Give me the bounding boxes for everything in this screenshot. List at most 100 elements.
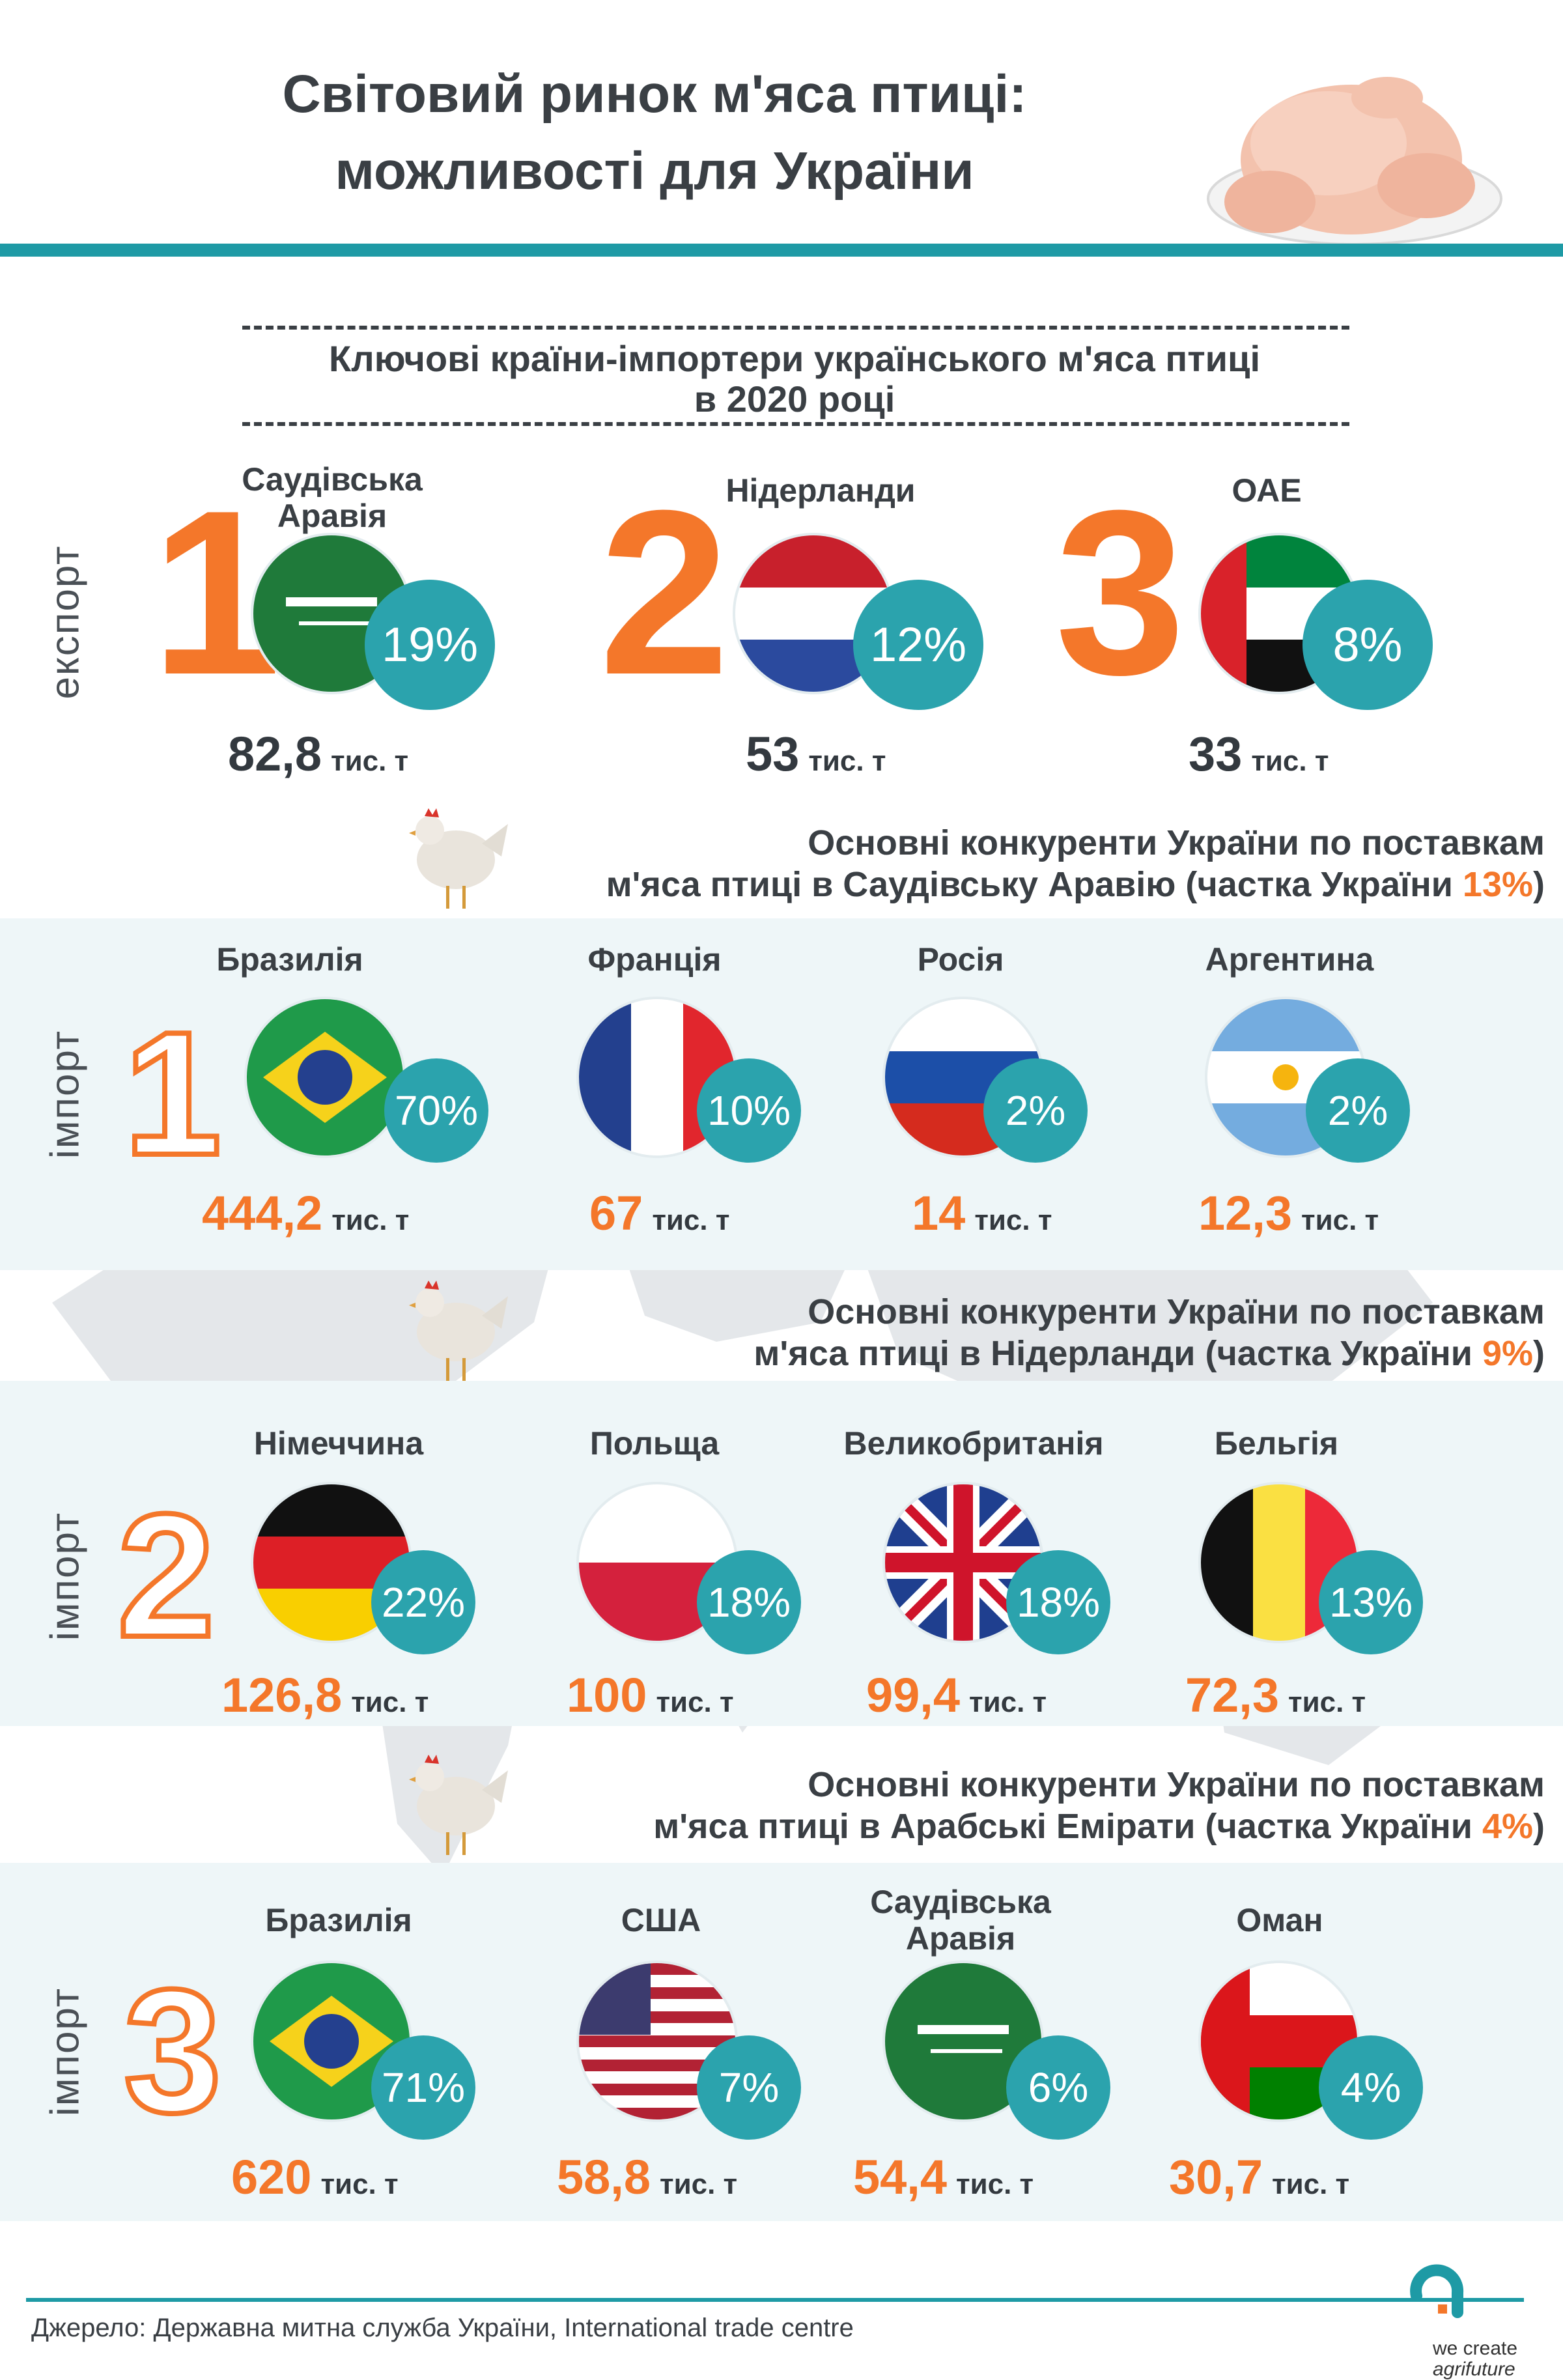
title-line-2: можливості для України [335, 141, 974, 201]
export-subtitle-line-1: Ключові країни-імпортери українського м'… [328, 338, 1261, 379]
hen-icon [404, 1744, 514, 1862]
import-2-share-badge-2: 18% [697, 1550, 801, 1654]
import-3-volume-1-unit: тис. т [320, 2168, 399, 2200]
import-3-volume-1: 620 тис. т [231, 2149, 399, 2205]
usa-flag-icon [576, 1961, 738, 2122]
header-divider [0, 244, 1563, 257]
import-2-volume-4-unit: тис. т [1288, 1686, 1366, 1718]
import-1-heading: Основні конкуренти України по поставкам … [568, 822, 1545, 905]
import-2-share-badge-3: 18% [1006, 1550, 1110, 1654]
export-volume-3: 33 тис. т [1189, 726, 1329, 782]
import-2-heading-line-1: Основні конкуренти України по поставкам [808, 1292, 1545, 1331]
footer-divider [26, 2298, 1524, 2302]
import-3-heading: Основні конкуренти України по поставкам … [568, 1764, 1545, 1847]
export-share-badge-3: 8% [1302, 580, 1433, 710]
import-3-number: 3 [121, 1953, 224, 2149]
title-line-1: Світовий ринок м'яса птиці: [282, 64, 1027, 124]
import-2-share-badge-1: 22% [371, 1550, 475, 1654]
export-country-name-1-line-1: Саудівська [242, 461, 423, 498]
export-volume-1-value: 82,8 [228, 727, 322, 781]
import-3-heading-line-1: Основні конкуренти України по поставкам [808, 1765, 1545, 1804]
import-1-volume-1-unit: тис. т [331, 1204, 410, 1236]
import-2-volume-2-value: 100 [567, 1668, 647, 1722]
import-3-country-name-3-line-1: Саудівська [870, 1884, 1051, 1920]
import-1-country-name-1: Бразилія [216, 941, 363, 978]
import-1-heading-share: 13% [1462, 865, 1534, 904]
import-2-country-name-1: Німеччина [253, 1425, 424, 1462]
import-3-share-badge-4: 4% [1319, 2035, 1423, 2140]
import-3-heading-line-2: м'яса птиці в Арабські Емірати (частка У… [568, 1806, 1545, 1847]
import-3-volume-2-value: 58,8 [557, 2150, 651, 2204]
import-1-volume-3-unit: тис. т [974, 1204, 1052, 1236]
import-2-country-name-4: Бельгія [1214, 1425, 1339, 1462]
import-3-country-name-1: Бразилія [265, 1902, 412, 1938]
import-3-country-name-3: Саудівська Аравія [811, 1884, 1110, 1957]
export-country-name-2-line-1: Нідерланди [725, 472, 916, 509]
import-1-volume-3: 14 тис. т [912, 1185, 1052, 1241]
import-3-share-badge-2: 7% [697, 2035, 801, 2140]
raw-chicken-image [1192, 46, 1504, 267]
import-1-country-name-3: Росія [917, 941, 1004, 978]
import-1-share-badge-1: 70% [384, 1058, 488, 1163]
import-2-country-name-2: Польща [589, 1425, 720, 1462]
import-2-volume-1-value: 126,8 [221, 1668, 343, 1722]
import-1-volume-1: 444,2 тис. т [202, 1185, 409, 1241]
export-country-name-3-line-1: ОАЕ [1232, 472, 1302, 509]
brand-logo [1407, 2247, 1465, 2325]
import-1-volume-4: 12,3 тис. т [1198, 1185, 1379, 1241]
brand-tagline-line-2: agrifuture [1433, 2359, 1515, 2380]
import-3-volume-2-unit: тис. т [660, 2168, 738, 2200]
export-share-badge-1: 19% [365, 580, 495, 710]
import-2-country-name-3: Великобританія [843, 1425, 1104, 1462]
export-subtitle: Ключові країни-імпортери українського м'… [195, 339, 1394, 419]
import-3-volume-1-value: 620 [231, 2150, 312, 2204]
import-1-number: 1 [121, 996, 224, 1192]
import-3-volume-3-value: 54,4 [853, 2150, 948, 2204]
export-volume-2: 53 тис. т [746, 726, 886, 782]
import-1-heading-line-2: м'яса птиці в Саудівську Аравію (частка … [568, 864, 1545, 905]
export-share-badge-2: 12% [853, 580, 983, 710]
export-volume-3-value: 33 [1189, 727, 1243, 781]
import-1-volume-4-value: 12,3 [1198, 1186, 1293, 1240]
import-1-heading-line-1: Основні конкуренти України по поставкам [808, 823, 1545, 862]
import-3-share-badge-1: 71% [371, 2035, 475, 2140]
import-2-volume-2-unit: тис. т [656, 1686, 734, 1718]
brand-tagline-line-1: we create [1433, 2338, 1518, 2359]
export-volume-1: 82,8 тис. т [228, 726, 408, 782]
subtitle-dashed-rule-top [242, 326, 1349, 330]
export-rank-3: 3 [1055, 462, 1186, 724]
import-2-heading-share: 9% [1482, 1334, 1534, 1373]
export-volume-1-unit: тис. т [331, 745, 409, 777]
import-3-country-name-4: Оман [1236, 1902, 1323, 1938]
import-3-country-name-3-line-2: Аравія [905, 1920, 1016, 1957]
import-3-volume-3-unit: тис. т [956, 2168, 1034, 2200]
brazil-flag-icon [244, 997, 406, 1158]
export-country-name-3: ОАЕ [1117, 472, 1416, 509]
hen-icon [404, 1270, 514, 1387]
import-1-heading-line-2-text: м'яса птиці в Саудівську Аравію (частка … [606, 865, 1463, 904]
import-2-heading-line-2: м'яса птиці в Нідерланди (частка України… [568, 1333, 1545, 1374]
import-2-number: 2 [115, 1478, 218, 1674]
import-2-volume-3-unit: тис. т [969, 1686, 1047, 1718]
import-3-heading-line-2-text: м'яса птиці в Арабські Емірати (частка У… [653, 1807, 1482, 1846]
import-1-volume-2-unit: тис. т [652, 1204, 730, 1236]
import-1-volume-4-unit: тис. т [1301, 1204, 1379, 1236]
export-country-name-1: Саудівська Аравія [182, 461, 482, 534]
import-2-volume-4: 72,3 тис. т [1185, 1667, 1366, 1723]
import-2-volume-4-value: 72,3 [1185, 1668, 1280, 1722]
import-3-heading-share: 4% [1482, 1807, 1534, 1846]
import-3-volume-2: 58,8 тис. т [557, 2149, 737, 2205]
import-2-volume-2: 100 тис. т [567, 1667, 734, 1723]
export-country-name-1-line-2: Аравія [277, 498, 387, 534]
export-country-name-2: Нідерланди [671, 472, 970, 509]
import-3-volume-4-unit: тис. т [1272, 2168, 1350, 2200]
import-2-heading-suffix: ) [1533, 1334, 1545, 1373]
uk-flag-icon [882, 1482, 1044, 1643]
import-3-country-name-2: США [621, 1902, 701, 1938]
import-2-share-badge-4: 13% [1319, 1550, 1423, 1654]
page-title: Світовий ринок м'яса птиці: можливості д… [0, 56, 1309, 210]
export-volume-2-value: 53 [746, 727, 800, 781]
import-2-volume-1: 126,8 тис. т [221, 1667, 429, 1723]
import-3-volume-3: 54,4 тис. т [853, 2149, 1034, 2205]
import-1-volume-2: 67 тис. т [589, 1185, 729, 1241]
